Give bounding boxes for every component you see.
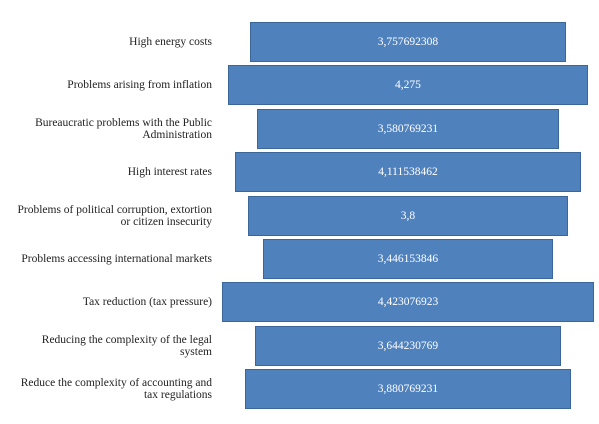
value-label: 3,757692308 xyxy=(377,36,439,48)
value-label: 4,423076923 xyxy=(377,296,439,309)
bar: 4,423076923 xyxy=(222,282,594,323)
category-label: Bureaucratic problems with the Public Ad… xyxy=(35,116,212,141)
bar: 4,275 xyxy=(228,65,588,106)
bar: 3,446153846 xyxy=(263,239,553,279)
bar: 3,880769231 xyxy=(244,369,572,410)
category-label: Tax reduction (tax pressure) xyxy=(82,296,212,309)
bar: 3,8 xyxy=(248,195,568,236)
value-label: 3,446153846 xyxy=(377,253,439,265)
bar: 3,580769231 xyxy=(257,108,559,149)
bar: 3,644230769 xyxy=(254,325,562,366)
category-label: Problems arising from inflation xyxy=(67,79,212,92)
value-label: 3,644230769 xyxy=(377,339,439,352)
value-label: 3,8 xyxy=(400,209,416,222)
category-label: High energy costs xyxy=(129,36,212,48)
value-label: 3,580769231 xyxy=(377,122,439,135)
value-label: 4,275 xyxy=(395,79,421,92)
bar: 4,111538462 xyxy=(235,152,581,193)
value-label: 3,880769231 xyxy=(377,383,439,396)
category-label: Reducing the complexity of the legal sys… xyxy=(41,333,212,358)
value-label: 4,111538462 xyxy=(378,166,438,179)
category-label: Problems accessing international markets xyxy=(21,253,212,265)
category-label: High interest rates xyxy=(127,166,212,179)
bar: 3,757692308 xyxy=(249,22,566,62)
category-label: Reduce the complexity of accounting and … xyxy=(20,377,212,402)
category-label: Problems of political corruption, extort… xyxy=(17,203,212,228)
